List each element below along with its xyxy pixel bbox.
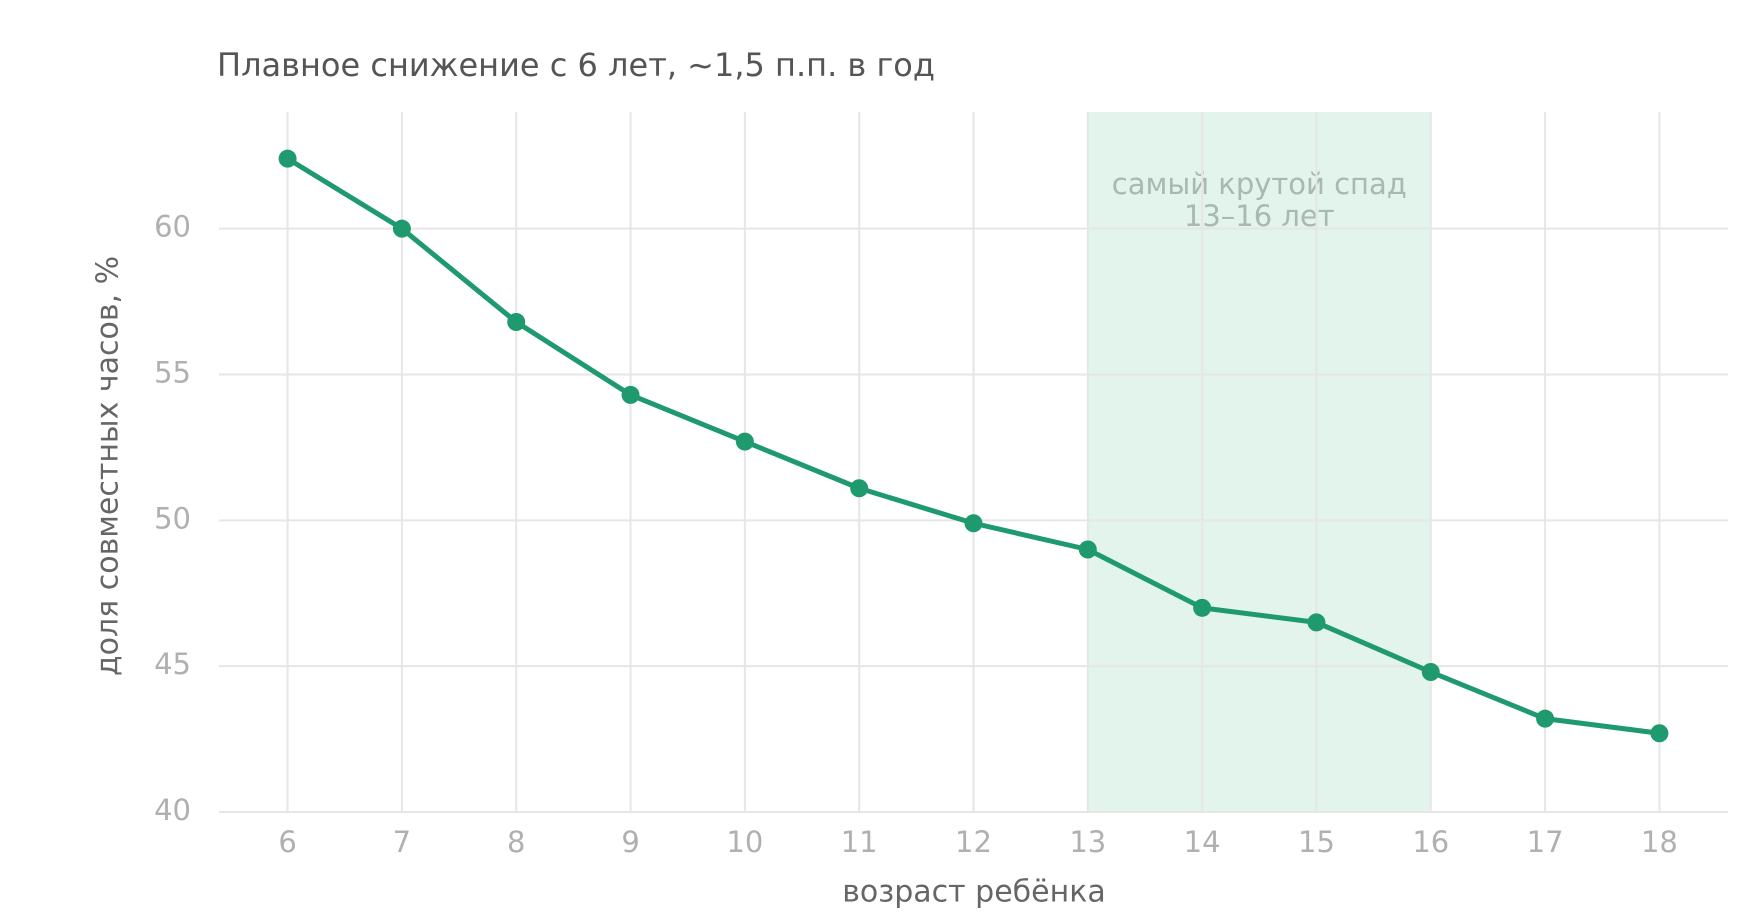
x-tick-label: 14 [1184, 825, 1221, 859]
x-tick-label: 15 [1298, 825, 1335, 859]
data-point [278, 149, 297, 168]
highlight-label: самый крутой спад [1112, 167, 1407, 201]
x-tick-label: 10 [726, 825, 763, 859]
data-point [1421, 663, 1440, 681]
data-point [735, 432, 754, 451]
x-tick-label: 8 [507, 825, 525, 859]
data-point [621, 385, 640, 404]
y-tick-label: 55 [154, 356, 191, 390]
y-tick-label: 60 [154, 210, 191, 244]
x-tick-label: 17 [1527, 825, 1564, 859]
y-tick-label: 50 [154, 501, 191, 535]
y-tick-label: 40 [154, 793, 191, 827]
data-point [507, 313, 526, 331]
x-tick-label: 7 [393, 825, 411, 859]
x-tick-label: 6 [278, 825, 296, 859]
data-point [1536, 709, 1555, 728]
x-tick-label: 16 [1412, 825, 1449, 859]
y-axis-label: доля совместных часов, % [91, 256, 126, 676]
data-point [392, 219, 411, 238]
x-tick-label: 13 [1069, 825, 1106, 859]
data-point [1193, 598, 1212, 617]
data-point [850, 479, 869, 498]
data-point [1650, 724, 1669, 743]
x-tick-label: 18 [1641, 825, 1678, 859]
x-tick-label: 9 [621, 825, 639, 859]
highlight-label: 13–16 лет [1184, 199, 1335, 233]
x-tick-label: 12 [955, 825, 992, 859]
x-axis-label: возраст ребёнка [842, 875, 1106, 910]
x-tick-label: 11 [841, 825, 878, 859]
data-point [964, 514, 983, 533]
chart-title: Плавное снижение с 6 лет, ~1,5 п.п. в го… [217, 46, 935, 84]
data-point [1307, 613, 1326, 632]
data-point [1078, 540, 1097, 559]
y-tick-label: 45 [154, 647, 191, 681]
